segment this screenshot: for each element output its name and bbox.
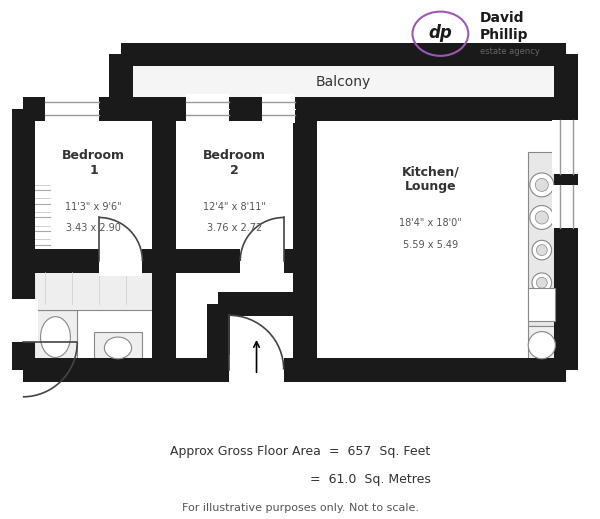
Text: Bedroom
1: Bedroom 1 [62,149,125,177]
Bar [34,266,153,310]
Bar [23,249,164,273]
Bar [121,43,566,66]
Bar [121,54,566,109]
Text: David: David [480,11,524,25]
Text: 18'4" x 18'0": 18'4" x 18'0" [399,218,462,228]
Text: Balcony: Balcony [316,75,371,89]
Bar [528,152,556,326]
Circle shape [530,206,554,229]
Text: Kitchen/
Lounge: Kitchen/ Lounge [401,166,460,194]
Circle shape [535,179,548,192]
Text: Bedroom
2: Bedroom 2 [203,149,266,177]
Text: 12'4" x 8'11": 12'4" x 8'11" [203,201,266,212]
Circle shape [536,277,547,288]
Text: =  61.0  Sq. Metres: = 61.0 Sq. Metres [170,473,430,486]
Bar [186,94,229,124]
Circle shape [532,240,551,260]
Bar [99,247,142,276]
Bar [121,97,566,121]
Bar [218,293,305,317]
Text: estate agency: estate agency [480,47,540,56]
Bar [551,120,581,174]
Text: Approx Gross Floor Area  =  657  Sq. Feet: Approx Gross Floor Area = 657 Sq. Feet [170,445,430,458]
Bar [44,94,99,124]
Bar [528,288,556,321]
Bar [528,326,556,364]
Bar [152,109,176,370]
Text: dp: dp [428,24,452,42]
Bar [23,358,566,381]
Ellipse shape [104,337,131,359]
Circle shape [530,173,554,197]
Bar [23,109,566,370]
Bar [554,54,578,370]
Text: 3.43 x 2.90: 3.43 x 2.90 [66,223,121,234]
Circle shape [532,273,551,293]
Text: 3.76 x 2.72: 3.76 x 2.72 [207,223,262,234]
Bar [293,109,317,261]
Bar [109,54,133,109]
Circle shape [536,244,547,255]
Bar [293,261,317,370]
Bar [94,332,142,364]
Text: For illustrative purposes only. Not to scale.: For illustrative purposes only. Not to s… [182,503,419,513]
Bar [262,94,295,124]
Bar [23,97,121,121]
Circle shape [535,211,548,224]
Bar [240,247,284,276]
Bar [11,109,35,370]
Bar [8,299,38,343]
Bar [229,355,284,384]
Bar [121,54,566,109]
Bar [164,249,305,273]
Ellipse shape [41,317,70,358]
Text: Phillip: Phillip [480,28,529,42]
Bar [34,310,77,364]
Text: 11'3" x 9'6": 11'3" x 9'6" [65,201,122,212]
Bar [551,185,581,228]
Bar [206,305,230,370]
Text: 5.59 x 5.49: 5.59 x 5.49 [403,240,458,250]
Circle shape [528,332,556,359]
